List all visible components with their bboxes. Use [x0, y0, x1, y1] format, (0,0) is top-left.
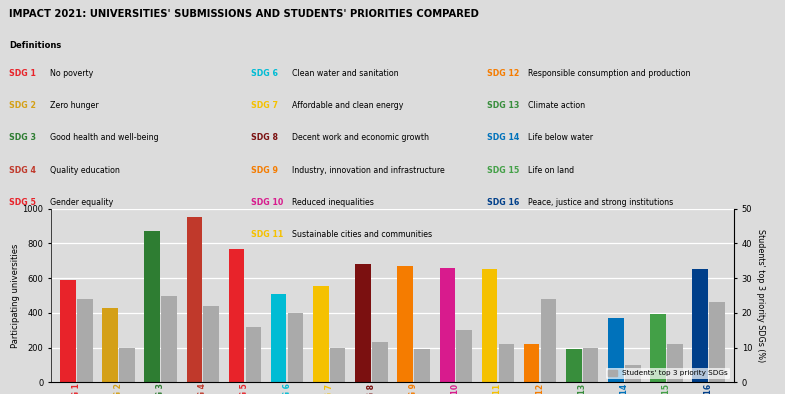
- Text: SDG 13: SDG 13: [487, 101, 519, 110]
- Text: SDG 3: SDG 3: [9, 134, 36, 143]
- Text: Affordable and clean energy: Affordable and clean energy: [292, 101, 403, 110]
- Text: SDG 2: SDG 2: [9, 101, 36, 110]
- Bar: [440, 268, 455, 382]
- Bar: [498, 344, 514, 382]
- Text: No poverty: No poverty: [50, 69, 93, 78]
- Bar: [246, 327, 261, 382]
- Text: SDG 8: SDG 8: [251, 134, 278, 143]
- Bar: [625, 365, 641, 382]
- Text: SDG 9: SDG 9: [251, 166, 278, 175]
- Bar: [397, 266, 413, 382]
- Text: SDG 6: SDG 6: [251, 69, 278, 78]
- Bar: [187, 217, 203, 382]
- Text: Industry, innovation and infrastructure: Industry, innovation and infrastructure: [292, 166, 445, 175]
- Text: SDG 7: SDG 7: [251, 101, 278, 110]
- Text: Decent work and economic growth: Decent work and economic growth: [292, 134, 429, 143]
- Text: Climate action: Climate action: [528, 101, 585, 110]
- Text: SDG 4: SDG 4: [9, 166, 36, 175]
- Text: Quality education: Quality education: [50, 166, 120, 175]
- Bar: [582, 348, 598, 382]
- Bar: [372, 342, 388, 382]
- Bar: [288, 313, 303, 382]
- Bar: [456, 330, 472, 382]
- Bar: [228, 249, 244, 382]
- Bar: [271, 294, 287, 382]
- Text: SDG 12: SDG 12: [487, 69, 519, 78]
- Text: SDG 15: SDG 15: [487, 166, 519, 175]
- Bar: [119, 348, 135, 382]
- Text: Clean water and sanitation: Clean water and sanitation: [292, 69, 399, 78]
- Text: SDG 5: SDG 5: [9, 198, 36, 207]
- Text: Definitions: Definitions: [9, 41, 62, 50]
- Bar: [541, 299, 557, 382]
- Bar: [144, 231, 160, 382]
- Bar: [60, 280, 75, 382]
- Text: Life on land: Life on land: [528, 166, 574, 175]
- Bar: [77, 299, 93, 382]
- Bar: [524, 344, 539, 382]
- Text: Good health and well-being: Good health and well-being: [50, 134, 159, 143]
- Text: Zero hunger: Zero hunger: [50, 101, 99, 110]
- Text: IMPACT 2021: UNIVERSITIES' SUBMISSIONS AND STUDENTS' PRIORITIES COMPARED: IMPACT 2021: UNIVERSITIES' SUBMISSIONS A…: [9, 9, 480, 19]
- Y-axis label: Students' top 3 priority SDGs (%): Students' top 3 priority SDGs (%): [757, 229, 765, 362]
- Bar: [414, 349, 430, 382]
- Bar: [692, 269, 708, 382]
- Text: SDG 11: SDG 11: [251, 230, 283, 240]
- Text: SDG 1: SDG 1: [9, 69, 36, 78]
- Text: Peace, justice and strong institutions: Peace, justice and strong institutions: [528, 198, 673, 207]
- Text: SDG 14: SDG 14: [487, 134, 519, 143]
- Y-axis label: Participating universities: Participating universities: [11, 243, 20, 348]
- Text: SDG 10: SDG 10: [251, 198, 283, 207]
- Bar: [482, 269, 497, 382]
- Bar: [667, 344, 683, 382]
- Text: SDG 16: SDG 16: [487, 198, 519, 207]
- Legend: Students' top 3 priority SDGs: Students' top 3 priority SDGs: [606, 368, 730, 379]
- Text: Responsible consumption and production: Responsible consumption and production: [528, 69, 690, 78]
- Bar: [161, 296, 177, 382]
- Bar: [102, 308, 118, 382]
- Text: Life below water: Life below water: [528, 134, 593, 143]
- Text: Sustainable cities and communities: Sustainable cities and communities: [292, 230, 433, 240]
- Bar: [355, 264, 371, 382]
- Bar: [710, 303, 725, 382]
- Bar: [566, 349, 582, 382]
- Text: Reduced inequalities: Reduced inequalities: [292, 198, 374, 207]
- Bar: [608, 318, 624, 382]
- Bar: [330, 348, 345, 382]
- Bar: [203, 306, 219, 382]
- Bar: [650, 314, 666, 382]
- Bar: [313, 286, 329, 382]
- Text: Gender equality: Gender equality: [50, 198, 114, 207]
